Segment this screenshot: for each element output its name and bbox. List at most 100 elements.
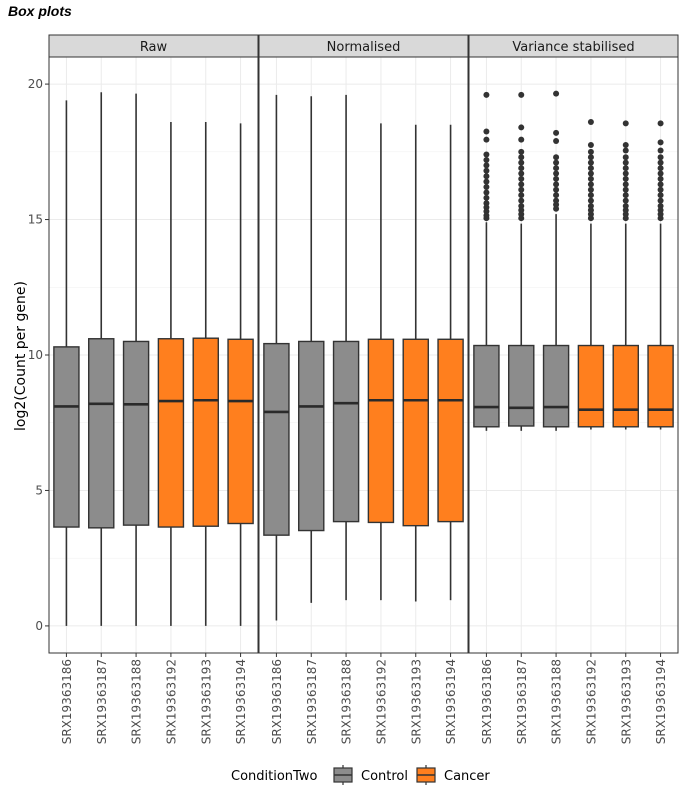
outlier-point xyxy=(657,181,664,188)
outlier-point xyxy=(657,215,664,222)
outlier-point xyxy=(553,170,560,177)
outlier-point xyxy=(622,175,629,182)
outlier-point xyxy=(587,148,594,155)
outlier-point xyxy=(518,165,525,172)
y-tick-label: 5 xyxy=(35,483,43,497)
box-iqr xyxy=(577,344,605,428)
outlier-point xyxy=(483,156,490,163)
outlier-point xyxy=(657,175,664,182)
outlier-point xyxy=(483,194,490,201)
x-tick-label: SRX19363187 xyxy=(515,659,529,744)
box-iqr xyxy=(263,342,290,536)
panel-1: Normalised SRX19363186 SRX19363187 SRX19363… xyxy=(258,34,469,744)
box-SRX19363188 xyxy=(332,94,360,601)
outlier-point xyxy=(553,129,560,136)
box-SRX19363188 xyxy=(542,90,570,431)
box-SRX19363187 xyxy=(508,91,535,431)
outlier-point xyxy=(553,165,560,172)
outlier-point xyxy=(518,192,525,199)
x-tick-label: SRX19363192 xyxy=(584,659,598,744)
outlier-point xyxy=(587,181,594,188)
y-axis: 0 5 10 15 20 xyxy=(28,77,49,633)
outlier-point xyxy=(553,159,560,166)
legend-label: Cancer xyxy=(444,769,490,784)
outlier-point xyxy=(518,136,525,143)
x-tick-label: SRX19363187 xyxy=(305,659,319,744)
outlier-point xyxy=(483,136,490,143)
box-SRX19363193 xyxy=(402,124,429,602)
outlier-point xyxy=(622,197,629,204)
y-axis-title: log2(Count per gene) xyxy=(13,281,29,431)
outlier-point xyxy=(657,147,664,154)
outlier-point xyxy=(518,91,525,98)
box-iqr xyxy=(402,338,429,527)
outlier-point xyxy=(657,197,664,204)
outlier-point xyxy=(622,142,629,149)
outlier-point xyxy=(587,165,594,172)
box-iqr xyxy=(157,338,185,528)
box-SRX19363194 xyxy=(437,124,464,601)
x-tick-label: SRX19363186 xyxy=(480,659,494,744)
box-SRX19363192 xyxy=(577,119,605,430)
legend-label: Control xyxy=(361,769,408,784)
outlier-point xyxy=(622,192,629,199)
outlier-point xyxy=(587,154,594,161)
panel-strip-label: Raw xyxy=(140,40,168,55)
box-SRX19363188 xyxy=(122,93,150,626)
outlier-point xyxy=(483,184,490,191)
box-SRX19363192 xyxy=(367,123,395,601)
box-iqr xyxy=(508,344,535,427)
outlier-point xyxy=(518,148,525,155)
outlier-point xyxy=(553,90,560,97)
outlier-point xyxy=(622,147,629,154)
x-tick-label: SRX19363193 xyxy=(409,659,423,744)
outlier-point xyxy=(657,165,664,172)
outlier-point xyxy=(657,120,664,127)
panel-strip-label: Variance stabilised xyxy=(512,40,634,55)
box-SRX19363194 xyxy=(227,123,254,626)
outlier-point xyxy=(553,181,560,188)
chart-title: Box plots xyxy=(8,3,72,19)
box-iqr xyxy=(542,344,570,428)
box-SRX19363187 xyxy=(298,96,325,603)
outlier-point xyxy=(483,91,490,98)
box-SRX19363186 xyxy=(53,100,80,626)
outlier-point xyxy=(553,205,560,212)
box-SRX19363194 xyxy=(647,120,674,430)
box-iqr xyxy=(473,344,500,428)
outlier-point xyxy=(622,154,629,161)
box-iqr xyxy=(298,340,325,532)
outlier-point xyxy=(483,173,490,180)
outlier-point xyxy=(483,189,490,196)
y-tick-label: 20 xyxy=(28,77,43,91)
box-iqr xyxy=(612,344,639,428)
box-iqr xyxy=(88,338,115,529)
panel-border xyxy=(258,56,469,654)
outlier-point xyxy=(587,215,594,222)
outlier-point xyxy=(518,197,525,204)
box-SRX19363187 xyxy=(88,92,115,626)
panel-border xyxy=(468,56,679,654)
outlier-point xyxy=(622,181,629,188)
box-SRX19363193 xyxy=(612,120,639,430)
x-tick-label: SRX19363194 xyxy=(654,659,668,744)
outlier-point xyxy=(587,159,594,166)
panels: Raw SRX19363186 SRX19363187 SRX19363188 SRX1… xyxy=(48,34,679,744)
x-tick-label: SRX19363192 xyxy=(374,659,388,744)
legend-key-control xyxy=(333,765,353,785)
outlier-point xyxy=(518,175,525,182)
outlier-point xyxy=(657,154,664,161)
outlier-point xyxy=(657,186,664,193)
x-tick-label: SRX19363186 xyxy=(60,659,74,744)
outlier-point xyxy=(483,178,490,185)
outlier-point xyxy=(657,139,664,146)
outlier-point xyxy=(483,167,490,174)
outlier-point xyxy=(483,128,490,135)
box-iqr xyxy=(227,338,254,525)
outlier-point xyxy=(622,165,629,172)
outlier-point xyxy=(657,170,664,177)
outlier-point xyxy=(587,119,594,126)
box-iqr xyxy=(367,338,395,524)
outlier-point xyxy=(622,159,629,166)
